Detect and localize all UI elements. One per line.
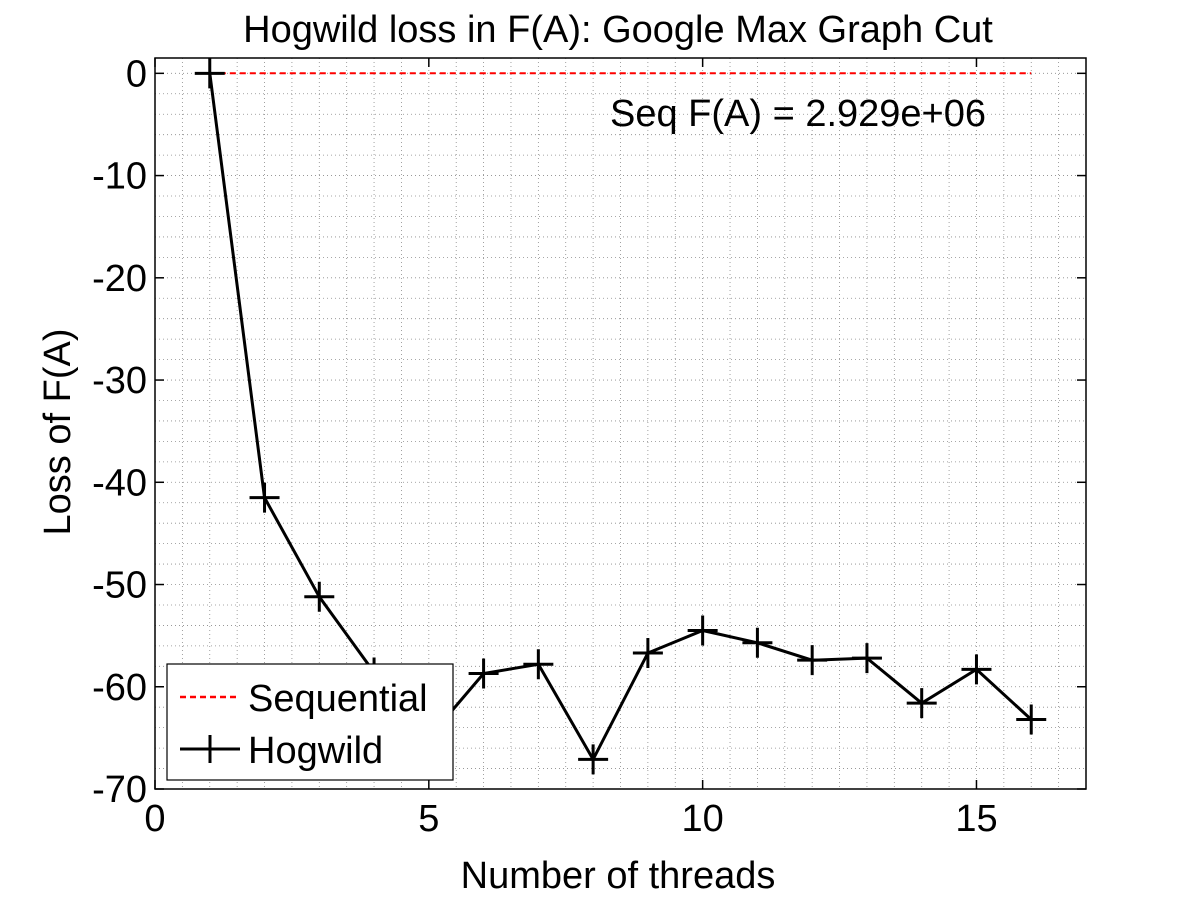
legend-label-hogwild: Hogwild — [248, 730, 383, 772]
seq-value-annotation: Seq F(A) = 2.929e+06 — [610, 93, 986, 135]
legend-marker-hogwild — [196, 735, 224, 763]
y-tick-label: -40 — [92, 462, 147, 504]
y-tick-label: -60 — [92, 667, 147, 709]
data-point-hogwild — [523, 649, 554, 680]
data-point-hogwild — [632, 638, 663, 669]
data-point-hogwild — [961, 654, 992, 685]
chart-title: Hogwild loss in F(A): Google Max Graph C… — [243, 9, 993, 51]
y-tick-label: -70 — [92, 769, 147, 811]
x-tick-label: 10 — [682, 798, 724, 840]
axis-ticks: 0 5 10 15 0 -10 -20 -30 -40 -50 -60 -70 — [92, 53, 1086, 840]
data-point-hogwild — [578, 744, 609, 775]
data-point-hogwild — [194, 58, 225, 89]
data-point-hogwild — [797, 645, 828, 676]
plot-frame — [154, 57, 1087, 790]
data-point-hogwild — [851, 643, 882, 674]
legend-label-sequential: Sequential — [248, 678, 428, 720]
data-point-hogwild — [1016, 704, 1047, 735]
x-tick-label: 15 — [955, 798, 997, 840]
series-line-hogwild — [208, 73, 1033, 763]
data-point-hogwild — [249, 482, 280, 513]
x-tick-label: 0 — [144, 798, 165, 840]
y-tick-label: 0 — [126, 53, 147, 95]
y-tick-label: -30 — [92, 360, 147, 402]
x-axis-label: Number of threads — [461, 855, 776, 897]
y-tick-label: -20 — [92, 258, 147, 300]
data-point-hogwild — [468, 658, 499, 689]
y-axis-label: Loss of F(A) — [37, 329, 79, 536]
y-tick-label: -50 — [92, 565, 147, 607]
legend: Sequential Hogwild — [166, 663, 454, 781]
legend-box — [166, 663, 454, 781]
data-point-hogwild — [304, 581, 335, 612]
data-point-hogwild — [742, 627, 773, 658]
y-tick-label: -10 — [92, 156, 147, 198]
data-point-hogwild — [687, 615, 718, 646]
data-point-hogwild — [906, 688, 937, 719]
x-tick-label: 5 — [418, 798, 439, 840]
